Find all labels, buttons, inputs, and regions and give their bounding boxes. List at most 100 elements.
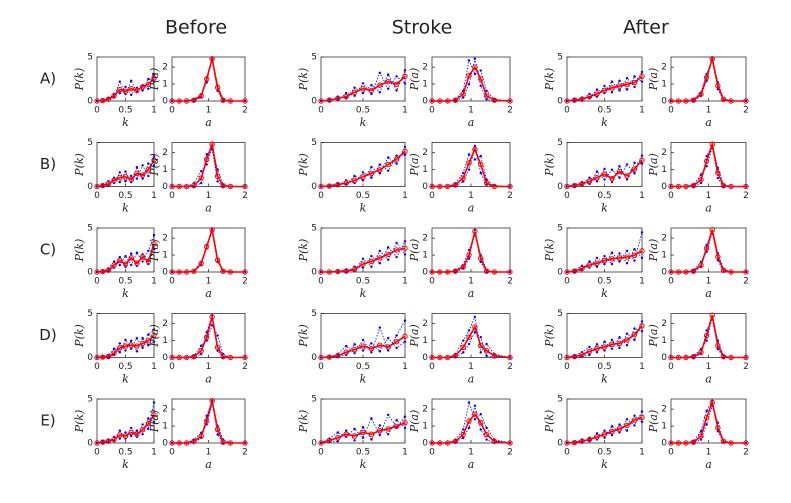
subject-marker	[361, 91, 365, 95]
y-tick-label: 0	[557, 268, 563, 278]
mean-marker	[460, 264, 466, 270]
mean-marker	[209, 226, 215, 233]
subject-marker	[467, 401, 471, 404]
mean-marker	[709, 226, 715, 233]
x-tick-label: 0.5	[118, 106, 132, 116]
x-tick-label: 2	[743, 277, 749, 287]
mean-marker	[472, 228, 478, 235]
subject-marker	[618, 89, 621, 92]
mean-marker	[429, 98, 435, 104]
mean-marker	[564, 269, 570, 275]
subject-marker	[610, 262, 614, 266]
subject-marker	[633, 85, 636, 89]
x-tick-label: 2	[743, 362, 749, 372]
mean-marker	[571, 97, 578, 103]
mean-marker	[105, 438, 112, 444]
mean-marker	[444, 98, 451, 104]
panel: 0 0.5 1 0 5 k P(k)	[543, 224, 645, 301]
x-axis-label: k	[360, 287, 367, 300]
mean-marker	[105, 267, 112, 273]
x-axis-label: a	[205, 287, 212, 300]
subject-marker	[344, 344, 348, 348]
y-tick-label: 0	[87, 268, 93, 278]
mean-marker	[609, 428, 615, 435]
y-tick-label: 2	[162, 319, 168, 329]
subject-marker	[361, 436, 365, 439]
mean-marker	[183, 269, 190, 275]
mean-marker	[639, 414, 645, 421]
x-tick-label: 0	[318, 362, 324, 372]
subject-marker	[610, 80, 614, 83]
subject-marker	[479, 154, 482, 158]
subject-marker	[361, 338, 365, 342]
mean-marker	[151, 75, 157, 81]
subject-marker	[625, 429, 629, 432]
subject-marker	[461, 339, 465, 342]
mean-marker	[139, 254, 146, 260]
y-axis-label: P(k)	[73, 239, 86, 263]
mean-marker	[139, 84, 146, 90]
x-tick-label: 1	[639, 448, 645, 458]
subject-marker	[633, 259, 636, 262]
mean-marker	[360, 343, 366, 349]
mean-marker	[111, 262, 117, 268]
y-tick-label: 0	[661, 268, 667, 278]
mean-marker	[743, 354, 749, 361]
x-tick-label: 0	[429, 277, 435, 287]
y-axis-label: P(a)	[148, 68, 161, 92]
x-tick-label: 0	[564, 277, 570, 287]
mean-marker	[139, 172, 146, 178]
y-tick-label: 2	[422, 319, 428, 329]
y-tick-label: 0	[422, 182, 428, 192]
mean-marker	[111, 436, 117, 443]
x-tick-label: 0.5	[118, 277, 132, 287]
mean-marker	[183, 354, 190, 361]
subject-marker	[147, 249, 150, 253]
subject-marker	[479, 84, 482, 88]
y-axis-label: P(k)	[543, 68, 556, 92]
mean-marker	[675, 183, 682, 190]
mean-marker	[609, 175, 615, 182]
mean-marker	[571, 439, 578, 446]
mean-marker	[368, 431, 375, 437]
x-tick-label: 0	[668, 448, 674, 458]
mean-marker	[100, 182, 106, 189]
subject-marker	[135, 350, 139, 353]
mean-marker	[94, 354, 100, 361]
x-axis-label: k	[122, 287, 129, 300]
x-axis-label: a	[468, 373, 475, 386]
subject-marker	[467, 82, 471, 86]
mean-marker	[176, 354, 183, 361]
subject-marker	[199, 170, 203, 173]
mean-marker	[209, 141, 215, 147]
plot-frame	[670, 142, 747, 187]
mean-marker	[176, 440, 183, 446]
column-title: Stroke	[392, 17, 453, 39]
mean-marker	[466, 72, 472, 79]
mean-marker	[111, 93, 117, 99]
subject-marker	[129, 252, 133, 255]
y-tick-label: 5	[87, 395, 93, 405]
x-tick-label: 0	[429, 448, 435, 458]
y-tick-label: 5	[87, 224, 93, 234]
x-axis-label: a	[205, 202, 212, 215]
mean-marker	[169, 440, 175, 446]
mean-marker	[631, 252, 638, 258]
panel: 0 1 2 0 1 2 a P(a)	[647, 312, 749, 386]
subject-marker	[124, 179, 127, 183]
mean-marker	[169, 98, 175, 104]
mean-marker	[631, 417, 638, 423]
mean-marker	[579, 438, 585, 444]
subject-marker	[112, 347, 116, 350]
panel: 0 0.5 1 0 5 k P(k)	[297, 224, 408, 301]
y-axis-label: P(k)	[543, 410, 556, 434]
y-tick-label: 1	[422, 336, 428, 346]
subject-marker	[386, 413, 390, 417]
panel: 0 0.5 1 0 5 k P(k)	[73, 309, 157, 386]
subject-marker	[595, 179, 599, 183]
x-tick-label: 1	[206, 191, 212, 201]
mean-marker	[351, 346, 358, 353]
panel: 0 0.5 1 0 5 k P(k)	[543, 53, 645, 130]
mean-marker	[326, 269, 333, 275]
x-tick-label: 2	[242, 448, 248, 458]
